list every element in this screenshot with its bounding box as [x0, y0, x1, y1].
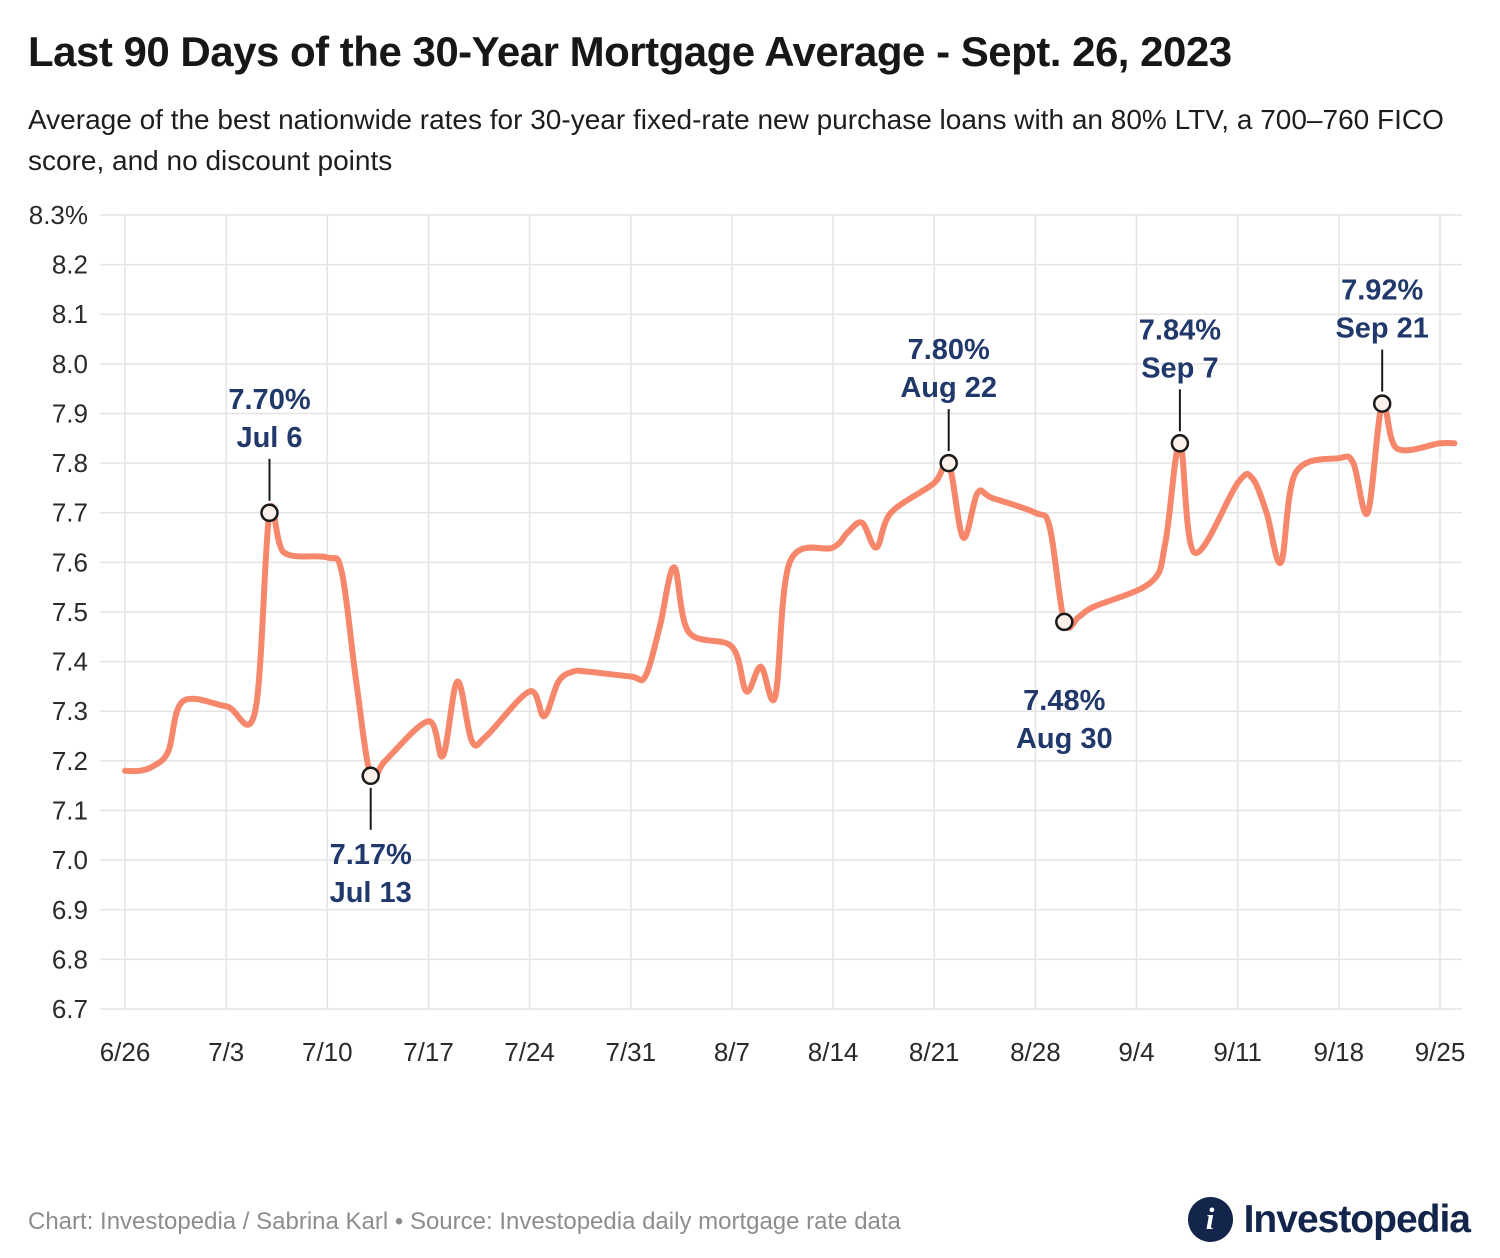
svg-text:Aug 22: Aug 22: [900, 373, 997, 405]
svg-text:9/11: 9/11: [1213, 1037, 1262, 1067]
svg-text:6.9: 6.9: [52, 895, 88, 925]
svg-text:Aug 30: Aug 30: [1016, 723, 1113, 755]
investopedia-logo: i Investopedia: [1187, 1197, 1471, 1242]
svg-text:8.0: 8.0: [52, 349, 88, 379]
mortgage-rate-chart: 8.3% 8.2 8.1 8.0 7.9 7.8 7.7 7.6 7.5 7.4 7.3 7.2 7.1…: [29, 200, 1466, 1067]
chart-header: Last 90 Days of the 30-Year Mortgage Ave…: [0, 0, 1500, 181]
svg-text:7.8: 7.8: [52, 449, 88, 479]
svg-text:Jul 6: Jul 6: [236, 422, 302, 454]
investopedia-mark-icon: i: [1187, 1197, 1233, 1242]
svg-text:9/18: 9/18: [1313, 1037, 1364, 1067]
svg-text:6.7: 6.7: [52, 994, 88, 1024]
svg-text:7.17%: 7.17%: [330, 839, 412, 871]
svg-text:8/14: 8/14: [808, 1037, 859, 1067]
svg-text:7.6: 7.6: [52, 548, 88, 578]
svg-text:7.4: 7.4: [52, 647, 88, 677]
svg-text:7/3: 7/3: [208, 1037, 244, 1067]
svg-text:9/25: 9/25: [1415, 1037, 1466, 1067]
footer-credit: Chart: Investopedia / Sabrina Karl • Sou…: [28, 1208, 901, 1235]
svg-text:8/21: 8/21: [909, 1037, 960, 1067]
svg-text:7.80%: 7.80%: [908, 335, 990, 367]
svg-text:Sep 21: Sep 21: [1335, 313, 1429, 345]
svg-text:Jul 13: Jul 13: [330, 877, 412, 909]
svg-text:8.1: 8.1: [52, 300, 88, 330]
svg-text:6/26: 6/26: [100, 1037, 151, 1067]
svg-text:7.2: 7.2: [52, 746, 88, 776]
svg-text:6.8: 6.8: [52, 945, 88, 975]
svg-text:7.0: 7.0: [52, 846, 88, 876]
svg-text:8.3%: 8.3%: [29, 200, 88, 230]
svg-text:8/28: 8/28: [1010, 1037, 1061, 1067]
page-title: Last 90 Days of the 30-Year Mortgage Ave…: [28, 28, 1232, 75]
svg-text:7/31: 7/31: [605, 1037, 656, 1067]
svg-text:7.3: 7.3: [52, 697, 88, 727]
svg-text:7.9: 7.9: [52, 399, 88, 429]
svg-text:7.92%: 7.92%: [1341, 275, 1423, 307]
svg-text:9/4: 9/4: [1118, 1037, 1154, 1067]
svg-text:7.70%: 7.70%: [228, 384, 310, 416]
svg-text:7.5: 7.5: [52, 597, 88, 627]
svg-text:7/17: 7/17: [403, 1037, 454, 1067]
svg-text:7.1: 7.1: [52, 796, 88, 826]
svg-text:7/10: 7/10: [302, 1037, 353, 1067]
svg-text:7.7: 7.7: [52, 498, 88, 528]
investopedia-wordmark: Investopedia: [1243, 1197, 1471, 1241]
svg-text:8/7: 8/7: [714, 1037, 750, 1067]
svg-text:Sep 7: Sep 7: [1141, 353, 1218, 385]
svg-text:7.48%: 7.48%: [1023, 685, 1105, 717]
svg-text:7.84%: 7.84%: [1139, 315, 1221, 347]
page-subtitle: Average of the best nationwide rates for…: [28, 104, 1444, 176]
svg-text:8.2: 8.2: [52, 250, 88, 280]
svg-text:7/24: 7/24: [504, 1037, 555, 1067]
